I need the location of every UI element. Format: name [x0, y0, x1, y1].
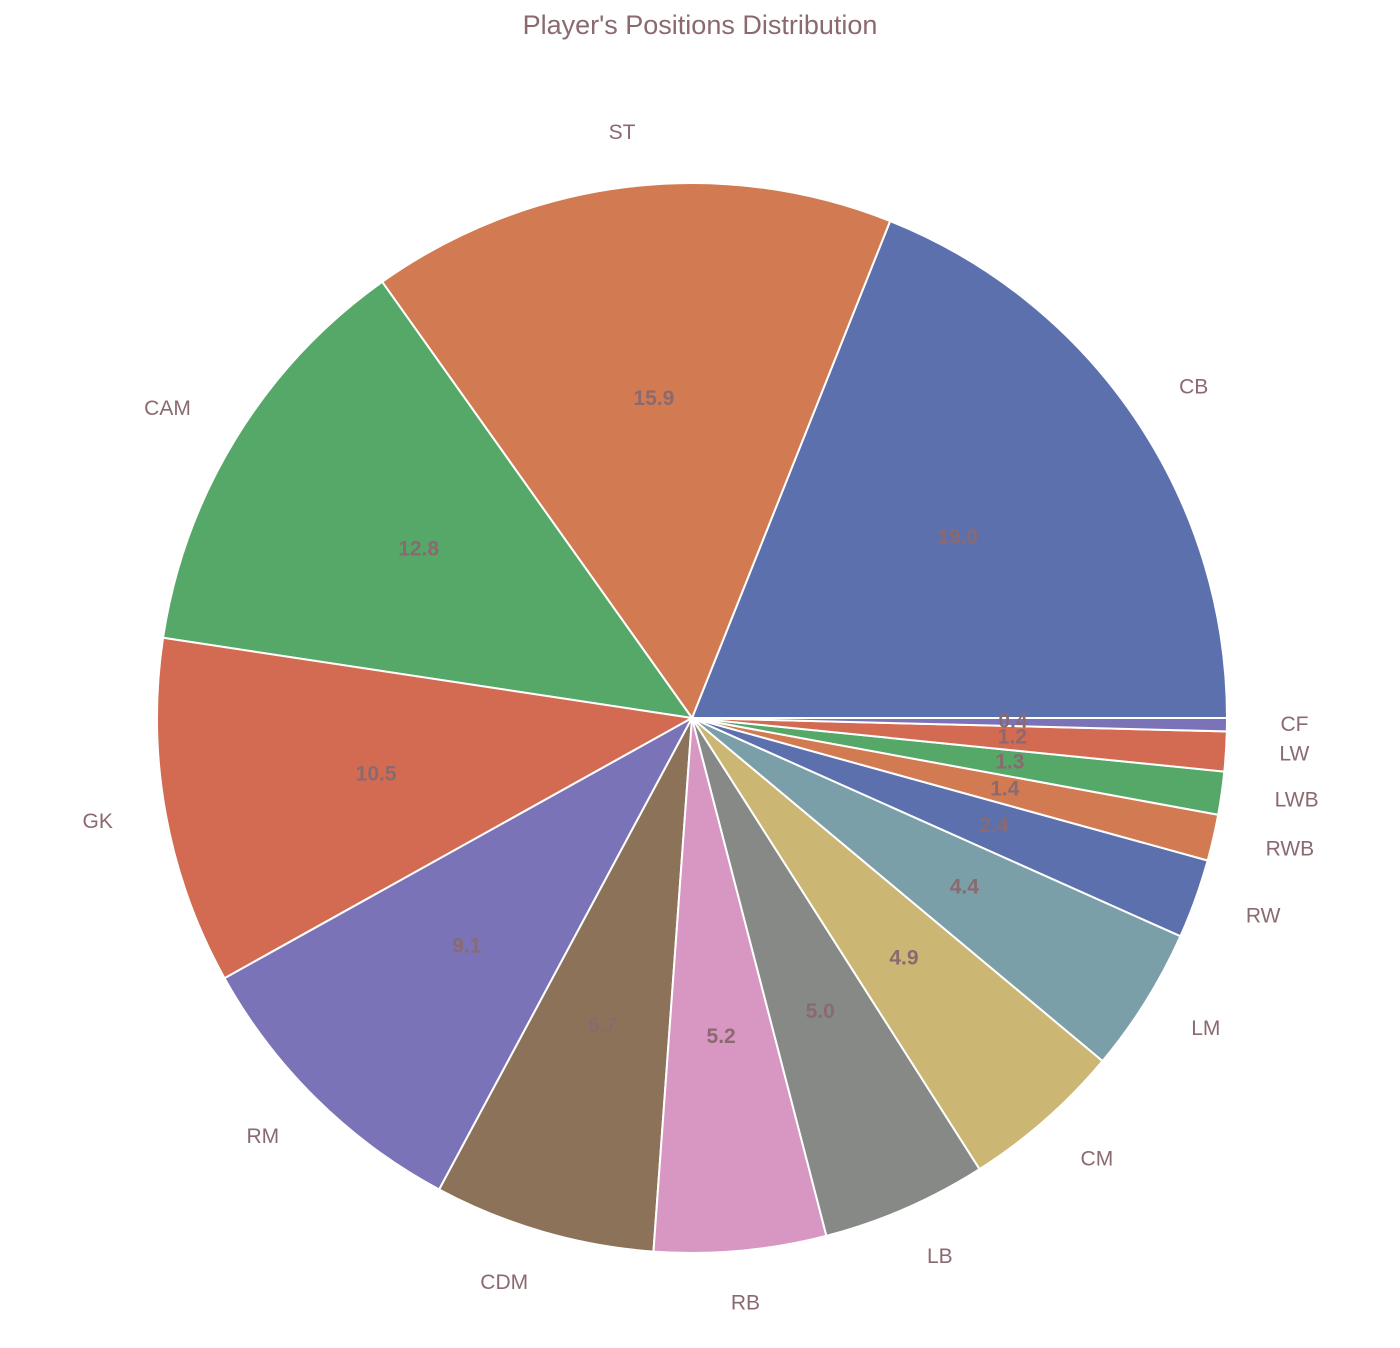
pie-slice-cf: [691, 717, 1229, 733]
value-label-cf: 0.4: [998, 710, 1028, 733]
value-label-rm: 9.1: [452, 934, 482, 957]
value-label-lwb: 1.3: [995, 751, 1024, 774]
category-label-lwb: LWB: [1275, 788, 1319, 811]
value-label-cdm: 6.7: [588, 1014, 617, 1037]
pie-slice-gk: [156, 636, 696, 980]
pie-slice-cb: [690, 219, 1229, 719]
pie-slice-cdm: [437, 717, 693, 1253]
value-label-cm: 4.9: [889, 947, 918, 970]
pie-slice-rm: [223, 715, 695, 1191]
value-label-rb: 5.2: [707, 1025, 736, 1048]
pie-slice-cam: [161, 280, 695, 720]
category-label-st: ST: [609, 121, 636, 144]
pie-slice-rb: [652, 717, 828, 1254]
pie-slice-st: [380, 182, 892, 721]
category-label-cam: CAM: [144, 397, 191, 420]
value-label-cam: 12.8: [398, 537, 439, 560]
category-label-rb: RB: [731, 1292, 760, 1315]
value-label-gk: 10.5: [356, 763, 397, 786]
category-label-cf: CF: [1280, 713, 1308, 736]
value-label-cb: 19.0: [937, 525, 978, 548]
category-label-cdm: CDM: [480, 1271, 528, 1294]
value-label-rwb: 1.4: [990, 777, 1020, 800]
category-label-rwb: RWB: [1266, 837, 1315, 860]
pie-slices: [156, 182, 1229, 1254]
pie-slice-lb: [691, 717, 981, 1238]
value-label-lw: 1.2: [998, 726, 1027, 749]
pie-slice-cm: [691, 717, 1104, 1171]
chart-title: Player's Positions Distribution: [522, 10, 878, 40]
value-label-lb: 5.0: [806, 1000, 835, 1023]
category-label-lb: LB: [927, 1245, 953, 1268]
value-label-lm: 4.4: [950, 876, 980, 899]
value-label-st: 15.9: [633, 387, 674, 410]
category-labels: CB ST CAM GK RM CDM RB LB CM LM RW RWB LWB LW CF: [83, 121, 1319, 1314]
category-label-rw: RW: [1246, 905, 1281, 928]
value-label-rw: 2.4: [979, 814, 1009, 837]
category-label-rm: RM: [246, 1125, 279, 1148]
category-label-lw: LW: [1279, 742, 1309, 765]
category-label-gk: GK: [83, 810, 113, 833]
category-label-cm: CM: [1081, 1148, 1114, 1171]
value-labels: 19.0 15.9 12.8 10.5 9.1 6.7 5.2 5.0 4.9 4.4 2.4 1.4…: [356, 387, 1028, 1048]
category-label-cb: CB: [1179, 375, 1208, 398]
category-label-lm: LM: [1191, 1017, 1220, 1040]
